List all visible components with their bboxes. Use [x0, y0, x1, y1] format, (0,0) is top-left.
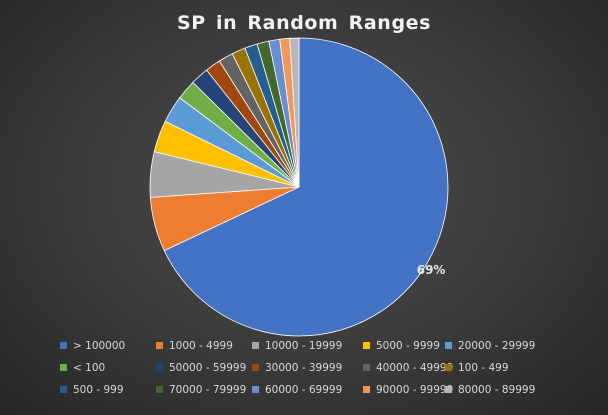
legend-swatch	[156, 364, 163, 371]
legend-label: 20000 - 29999	[458, 339, 536, 352]
legend-item-90000-99999: 90000 - 99999	[363, 382, 453, 397]
legend-label: 1000 - 4999	[169, 339, 233, 352]
legend-label: < 100	[73, 361, 106, 374]
legend-item-10000-19999: 10000 - 19999	[252, 338, 363, 353]
pie-slice-100000	[163, 37, 449, 337]
legend-swatch	[60, 364, 67, 371]
legend-swatch	[252, 342, 259, 349]
legend-item-100: < 100	[60, 360, 156, 375]
legend-swatch	[363, 386, 370, 393]
legend-item-1000-4999: 1000 - 4999	[156, 338, 252, 353]
legend-label: 100 - 499	[458, 361, 509, 374]
legend-swatch	[445, 364, 452, 371]
legend-label: 80000 - 89999	[458, 383, 536, 396]
chart-title: SP in Random Ranges	[176, 12, 432, 34]
legend-swatch	[445, 342, 452, 349]
legend-item-100-499: 100 - 499	[445, 360, 580, 375]
legend-item-80000-89999: 80000 - 89999	[445, 382, 580, 397]
legend-label: 50000 - 59999	[169, 361, 247, 374]
legend-label: 500 - 999	[73, 383, 124, 396]
legend-label: 40000 - 49999	[376, 361, 454, 374]
legend-item-20000-29999: 20000 - 29999	[445, 338, 580, 353]
legend-swatch	[60, 342, 67, 349]
legend-label: > 100000	[73, 339, 126, 352]
legend-swatch	[252, 386, 259, 393]
legend-swatch	[156, 386, 163, 393]
data-label-100000: 69%	[417, 263, 446, 277]
legend-label: 10000 - 19999	[265, 339, 343, 352]
legend-item-40000-49999: 40000 - 49999	[363, 360, 453, 375]
legend-item-60000-69999: 60000 - 69999	[252, 382, 363, 397]
legend-label: 30000 - 39999	[265, 361, 343, 374]
legend-label: 60000 - 69999	[265, 383, 343, 396]
legend-item-500-999: 500 - 999	[60, 382, 156, 397]
legend-swatch	[156, 342, 163, 349]
legend-swatch	[363, 342, 370, 349]
legend-label: 90000 - 99999	[376, 383, 454, 396]
legend-label: 5000 - 9999	[376, 339, 440, 352]
legend-swatch	[445, 386, 452, 393]
legend-item-50000-59999: 50000 - 59999	[156, 360, 252, 375]
legend-item-70000-79999: 70000 - 79999	[156, 382, 252, 397]
pie-slice-80000-89999	[289, 37, 300, 188]
legend: > 100000 1000 - 4999 10000 - 19999 5000 - 9…	[60, 338, 580, 397]
legend-swatch	[363, 364, 370, 371]
legend-label: 70000 - 79999	[169, 383, 247, 396]
legend-item-30000-39999: 30000 - 39999	[252, 360, 363, 375]
legend-swatch	[60, 386, 67, 393]
legend-swatch	[252, 364, 259, 371]
legend-item-100000: > 100000	[60, 338, 156, 353]
legend-item-5000-9999: 5000 - 9999	[363, 338, 445, 353]
